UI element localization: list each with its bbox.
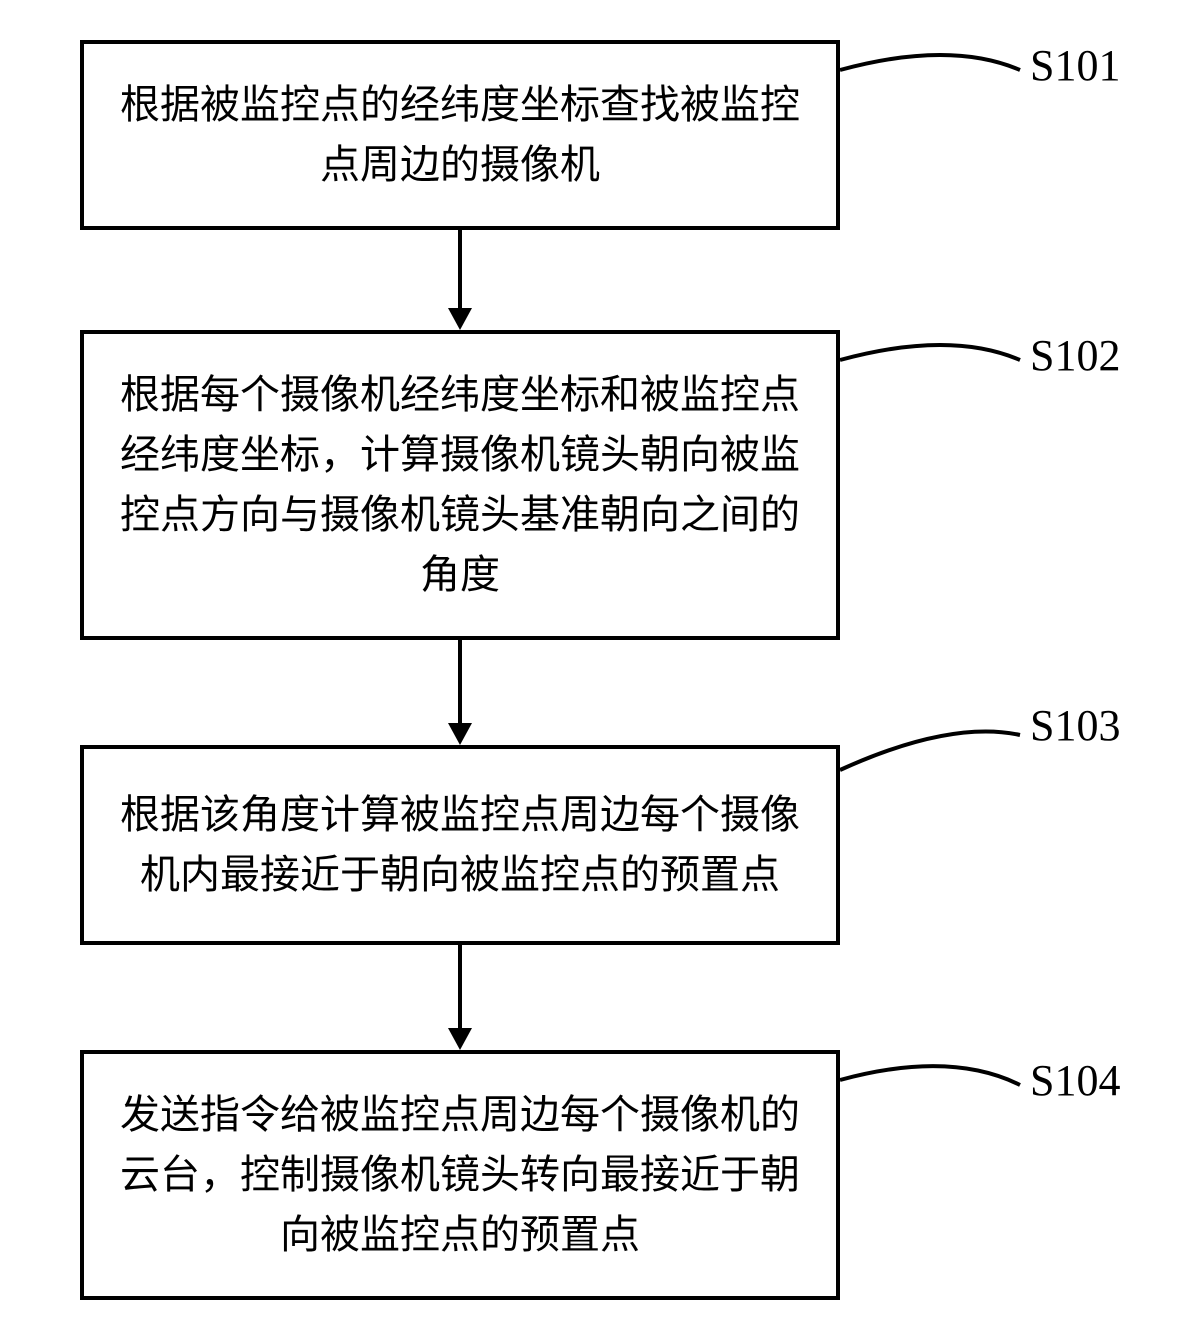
step-label-s103: S103 — [1030, 700, 1120, 751]
step-label-s102: S102 — [1030, 330, 1120, 381]
flowchart-canvas: 根据被监控点的经纬度坐标查找被监控点周边的摄像机 根据每个摄像机经纬度坐标和被监… — [0, 0, 1189, 1332]
arrow-3-line — [458, 945, 462, 1028]
step-text: 根据该角度计算被监控点周边每个摄像机内最接近于朝向被监控点的预置点 — [112, 785, 808, 905]
step-text: 根据被监控点的经纬度坐标查找被监控点周边的摄像机 — [112, 75, 808, 195]
arrow-3-head — [448, 1028, 472, 1050]
step-box-s104: 发送指令给被监控点周边每个摄像机的云台，控制摄像机镜头转向最接近于朝向被监控点的… — [80, 1050, 840, 1300]
step-text: 发送指令给被监控点周边每个摄像机的云台，控制摄像机镜头转向最接近于朝向被监控点的… — [112, 1085, 808, 1265]
arrow-1-head — [448, 308, 472, 330]
step-box-s101: 根据被监控点的经纬度坐标查找被监控点周边的摄像机 — [80, 40, 840, 230]
step-label-s101: S101 — [1030, 40, 1120, 91]
arrow-2-line — [458, 640, 462, 723]
step-box-s103: 根据该角度计算被监控点周边每个摄像机内最接近于朝向被监控点的预置点 — [80, 745, 840, 945]
step-label-s104: S104 — [1030, 1055, 1120, 1106]
step-text: 根据每个摄像机经纬度坐标和被监控点经纬度坐标，计算摄像机镜头朝向被监控点方向与摄… — [112, 365, 808, 605]
arrow-2-head — [448, 723, 472, 745]
step-box-s102: 根据每个摄像机经纬度坐标和被监控点经纬度坐标，计算摄像机镜头朝向被监控点方向与摄… — [80, 330, 840, 640]
arrow-1-line — [458, 230, 462, 308]
